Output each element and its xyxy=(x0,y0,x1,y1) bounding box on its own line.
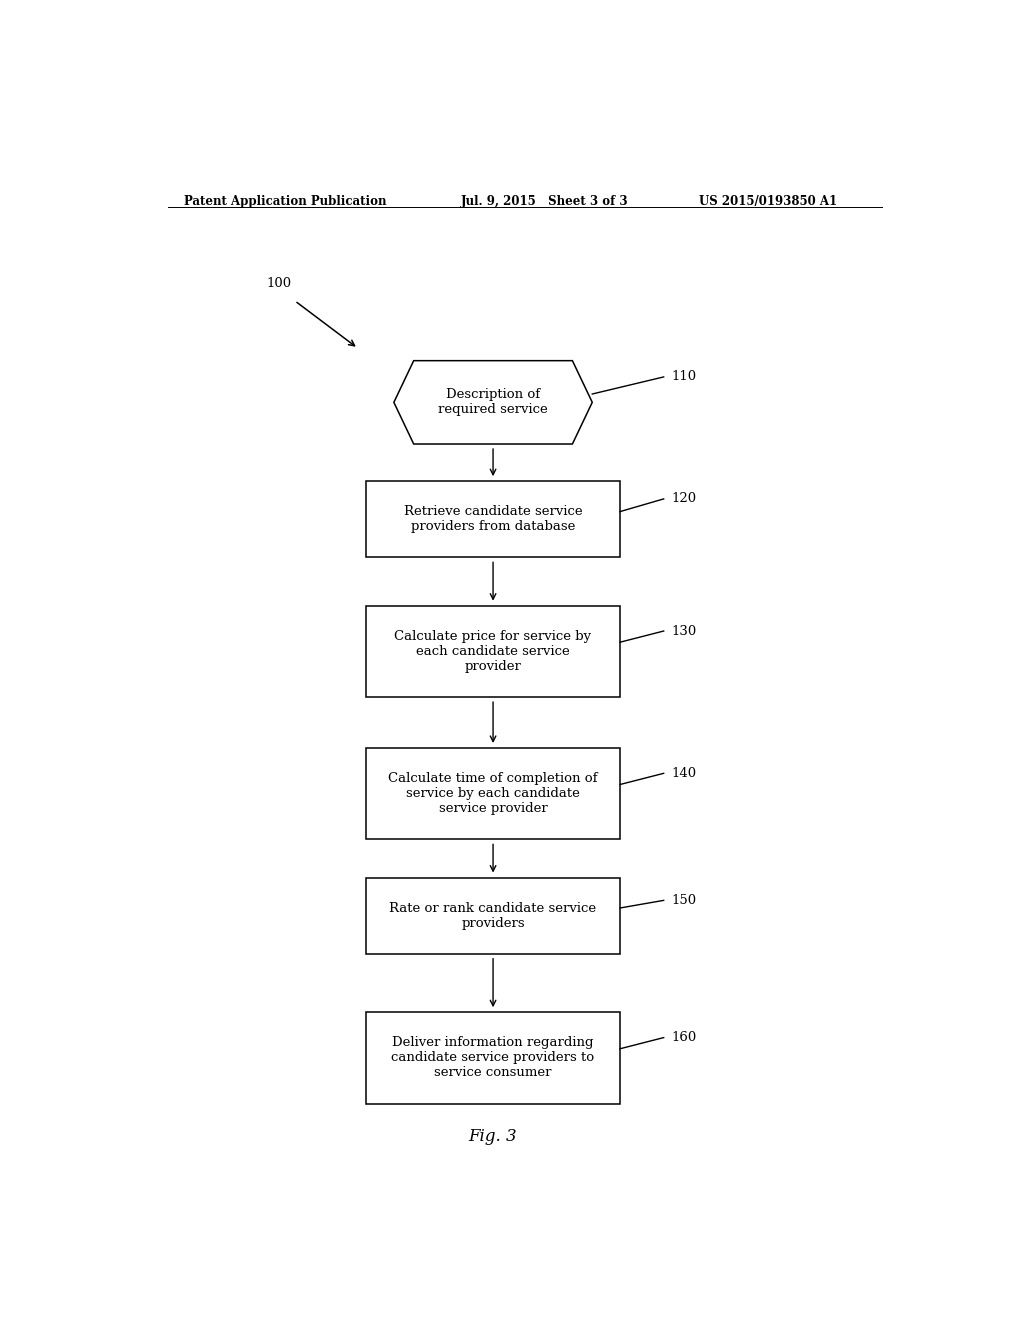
Text: 150: 150 xyxy=(672,894,696,907)
Text: Patent Application Publication: Patent Application Publication xyxy=(183,194,386,207)
Text: Deliver information regarding
candidate service providers to
service consumer: Deliver information regarding candidate … xyxy=(391,1036,595,1080)
Bar xyxy=(367,878,621,954)
Text: Jul. 9, 2015   Sheet 3 of 3: Jul. 9, 2015 Sheet 3 of 3 xyxy=(461,194,629,207)
Bar xyxy=(367,1012,621,1104)
Bar xyxy=(367,480,621,557)
Text: Fig. 3: Fig. 3 xyxy=(469,1127,517,1144)
Text: 160: 160 xyxy=(672,1031,697,1044)
Text: 140: 140 xyxy=(672,767,696,780)
Bar xyxy=(367,606,621,697)
Text: Calculate price for service by
each candidate service
provider: Calculate price for service by each cand… xyxy=(394,630,592,673)
Text: US 2015/0193850 A1: US 2015/0193850 A1 xyxy=(699,194,838,207)
Text: Retrieve candidate service
providers from database: Retrieve candidate service providers fro… xyxy=(403,506,583,533)
Text: 110: 110 xyxy=(672,371,696,383)
Bar xyxy=(367,748,621,840)
Text: 130: 130 xyxy=(672,624,697,638)
Text: 120: 120 xyxy=(672,492,696,506)
Text: Calculate time of completion of
service by each candidate
service provider: Calculate time of completion of service … xyxy=(388,772,598,816)
Text: 100: 100 xyxy=(267,277,292,290)
Text: Rate or rank candidate service
providers: Rate or rank candidate service providers xyxy=(389,902,597,929)
Text: Description of
required service: Description of required service xyxy=(438,388,548,416)
